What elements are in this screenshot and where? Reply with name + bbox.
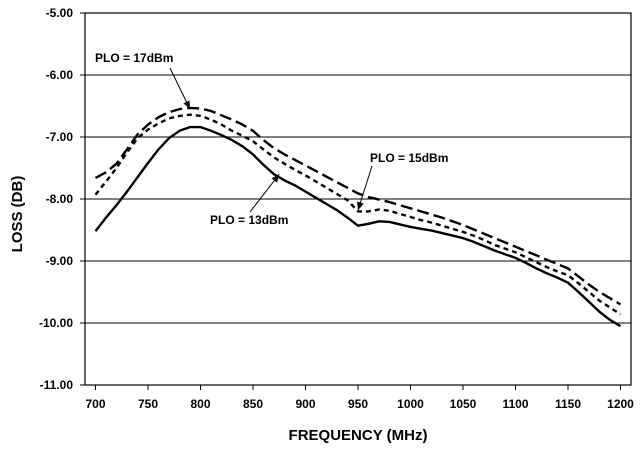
series-line-plo-15dbm <box>94 113 622 316</box>
annotation-label: PLO = 17dBm <box>95 51 173 65</box>
x-tick-label: 1100 <box>502 397 528 411</box>
y-tick-label: -6.00 <box>46 68 74 82</box>
y-tick-label: -8.00 <box>46 192 74 206</box>
gridlines <box>85 74 631 324</box>
annotation-label: PLO = 13dBm <box>210 213 288 227</box>
x-tick-label: 850 <box>243 397 263 411</box>
y-tick-label: -7.00 <box>46 130 74 144</box>
annotation-arrowhead <box>271 174 280 183</box>
x-tick-label: 1000 <box>397 397 424 411</box>
x-tick-label: 750 <box>138 397 158 411</box>
series-line-plo-17dbm <box>94 106 622 306</box>
series-line-plo-13dbm <box>94 125 622 328</box>
x-axis-title: FREQUENCY (MHz) <box>289 427 428 444</box>
annotations: PLO = 17dBm PLO = 15dBm PLO = 13dBm <box>95 51 448 227</box>
annotation-arrowhead <box>183 100 190 110</box>
y-tick-label: -11.00 <box>40 378 74 392</box>
y-tick-label: -5.00 <box>46 6 74 20</box>
y-tick-label: -10.00 <box>39 316 73 330</box>
x-tick-label: 900 <box>295 397 315 411</box>
x-tick-label: 800 <box>190 397 210 411</box>
x-tick-label: 950 <box>348 397 368 411</box>
axes: -5.00 -6.00 -7.00 -8.00 -9.00 -10.00 -11.00 700… <box>39 6 634 411</box>
x-tick-label: 1050 <box>450 397 477 411</box>
x-tick-label: 1200 <box>607 397 634 411</box>
x-tick-label: 1150 <box>555 397 581 411</box>
annotation-label: PLO = 15dBm <box>370 151 448 165</box>
x-tick-label: 700 <box>85 397 105 411</box>
y-axis-title: LOSS (DB) <box>9 176 26 253</box>
y-tick-label: -9.00 <box>46 254 74 268</box>
series-lines <box>94 106 622 328</box>
annotation-arrowhead <box>357 201 364 211</box>
